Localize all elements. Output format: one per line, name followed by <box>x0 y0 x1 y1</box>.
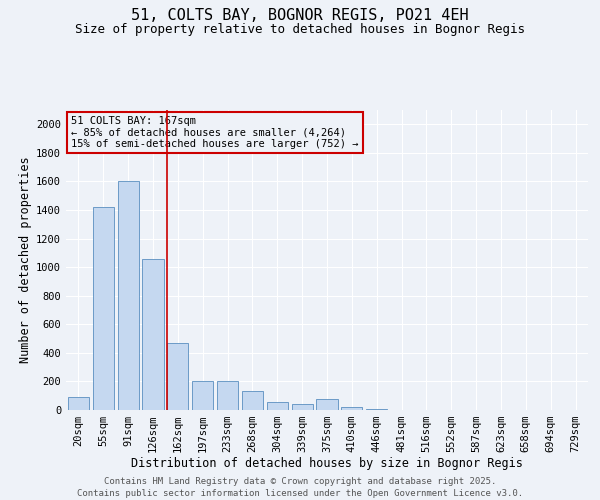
Bar <box>93 207 114 410</box>
X-axis label: Distribution of detached houses by size in Bognor Regis: Distribution of detached houses by size … <box>131 456 523 469</box>
Bar <box>68 397 89 410</box>
Text: Contains HM Land Registry data © Crown copyright and database right 2025.
Contai: Contains HM Land Registry data © Crown c… <box>77 476 523 498</box>
Bar <box>341 407 362 410</box>
Text: 51 COLTS BAY: 167sqm
← 85% of detached houses are smaller (4,264)
15% of semi-de: 51 COLTS BAY: 167sqm ← 85% of detached h… <box>71 116 359 149</box>
Text: 51, COLTS BAY, BOGNOR REGIS, PO21 4EH: 51, COLTS BAY, BOGNOR REGIS, PO21 4EH <box>131 8 469 22</box>
Bar <box>292 404 313 410</box>
Text: Size of property relative to detached houses in Bognor Regis: Size of property relative to detached ho… <box>75 22 525 36</box>
Bar <box>142 258 164 410</box>
Bar <box>242 392 263 410</box>
Bar <box>316 398 338 410</box>
Y-axis label: Number of detached properties: Number of detached properties <box>19 156 32 364</box>
Bar <box>167 343 188 410</box>
Bar <box>267 402 288 410</box>
Bar <box>217 380 238 410</box>
Bar <box>118 182 139 410</box>
Bar <box>192 380 213 410</box>
